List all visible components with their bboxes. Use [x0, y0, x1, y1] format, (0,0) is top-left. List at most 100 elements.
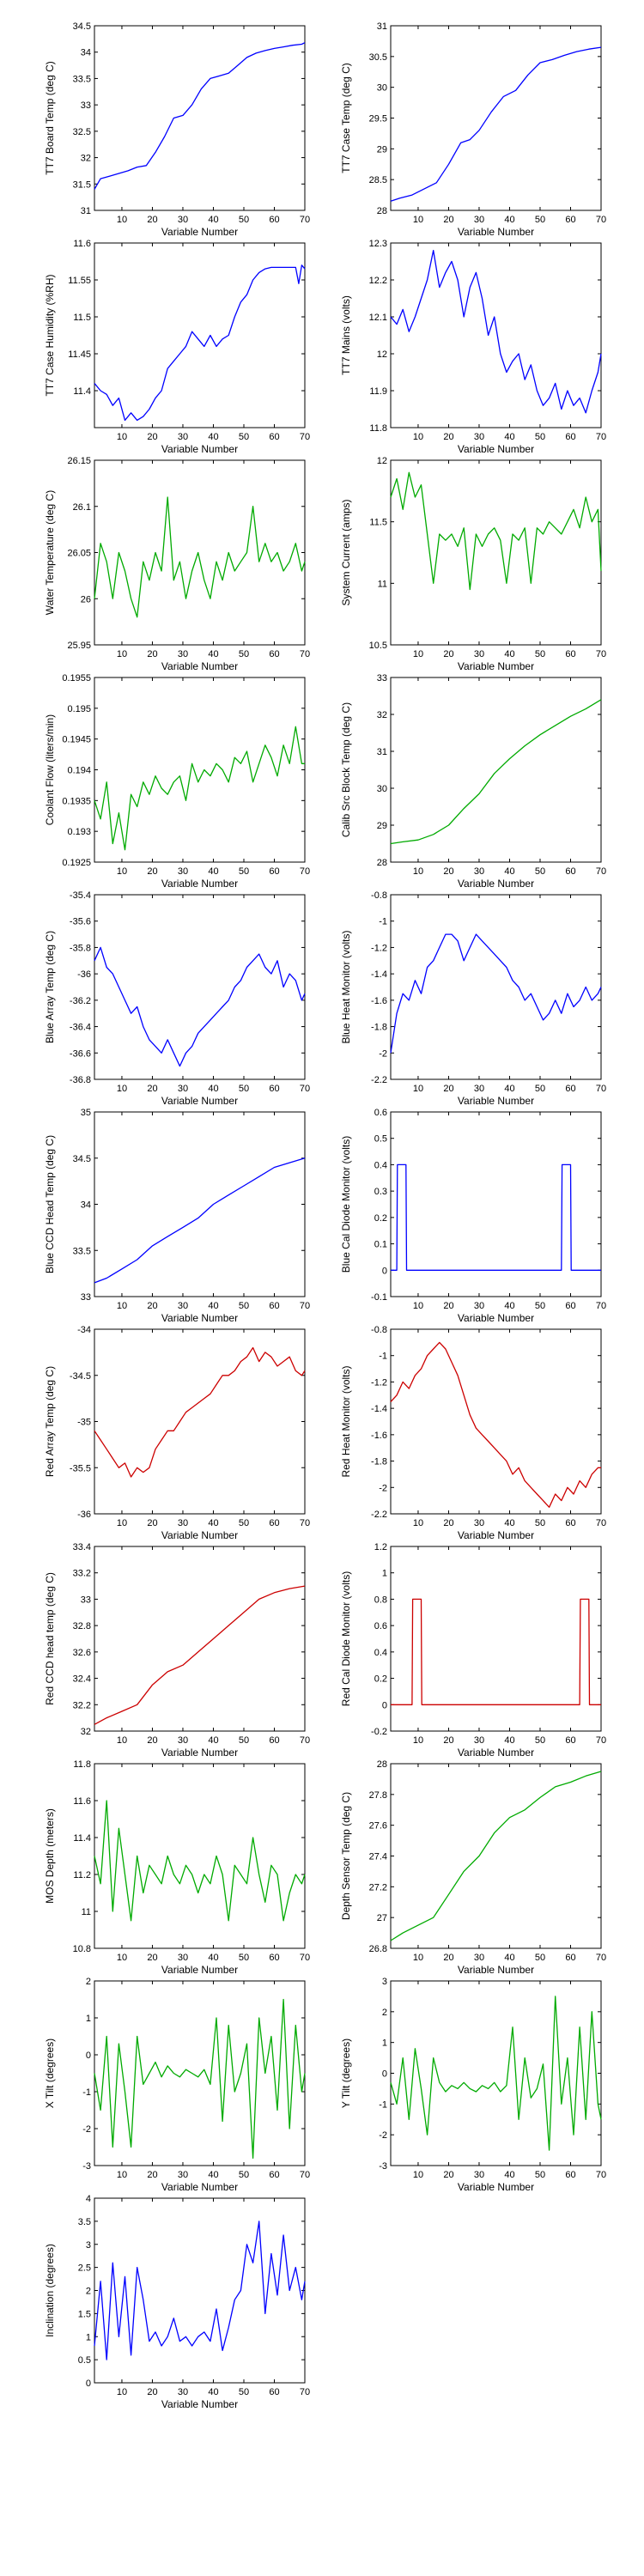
x-tick-label: 20: [147, 649, 157, 659]
x-tick-label: 20: [147, 1084, 157, 1094]
x-tick-label: 10: [413, 1953, 423, 1963]
x-tick-label: 70: [300, 649, 310, 659]
plot-frame: [94, 1328, 306, 1515]
chart-panel: 10 20 30 40 50 60 70 -3 -2 -1 0 1 2 3 Variable Number Y…: [340, 1977, 606, 2193]
x-tick-label: 40: [208, 215, 218, 225]
y-tick-label: 29.5: [369, 114, 387, 125]
x-tick-label: 10: [117, 1735, 127, 1746]
series-line: [391, 1598, 601, 1705]
series-line: [94, 1346, 306, 1478]
x-tick-label: 60: [565, 1735, 575, 1746]
x-tick-label: 30: [474, 1518, 484, 1528]
x-tick-label: 30: [178, 866, 188, 877]
y-axis-label: Red CCD head temp (deg C): [44, 1572, 56, 1705]
y-tick-label: 3: [86, 2240, 91, 2251]
x-tick-label: 50: [239, 432, 249, 442]
y-tick-label: -36: [77, 969, 91, 980]
series-line: [390, 699, 602, 845]
y-tick-label: -36.4: [70, 1023, 91, 1033]
y-tick-label: -36.6: [70, 1048, 91, 1059]
y-axis-label: Blue CCD Head Temp (deg C): [44, 1135, 56, 1273]
y-tick-label: 0.4: [374, 1160, 387, 1170]
x-tick-label: 40: [504, 1953, 514, 1963]
x-tick-label: 20: [443, 1518, 453, 1528]
x-tick-label: 60: [565, 649, 575, 659]
y-tick-label: -2: [82, 2124, 91, 2135]
y-tick-label: -2: [379, 2130, 387, 2141]
y-axis-label: TT7 Mains (volts): [340, 295, 352, 375]
x-tick-label: 50: [239, 866, 249, 877]
x-tick-label: 10: [117, 1301, 127, 1311]
x-tick-label: 50: [535, 1953, 545, 1963]
x-tick-label: 20: [147, 432, 157, 442]
x-tick-label: 50: [239, 1735, 249, 1746]
series-line: [94, 1800, 306, 1922]
x-tick-label: 40: [504, 215, 514, 225]
x-tick-label: 20: [147, 1518, 157, 1528]
x-tick-label: 30: [474, 866, 484, 877]
x-tick-label: 20: [147, 215, 157, 225]
y-tick-label: 12.3: [369, 239, 387, 249]
x-tick-label: 50: [535, 1084, 545, 1094]
x-tick-label: 40: [504, 1084, 514, 1094]
y-tick-label: -2.2: [371, 1510, 387, 1520]
x-tick-label: 50: [535, 2170, 545, 2180]
x-tick-label: 30: [178, 649, 188, 659]
x-tick-label: 70: [300, 2387, 310, 2397]
x-tick-label: 10: [117, 1084, 127, 1094]
x-tick-label: 50: [239, 2387, 249, 2397]
y-tick-label: -1.4: [371, 1404, 387, 1414]
plot-frame: [94, 1763, 306, 1949]
x-tick-label: 50: [239, 1301, 249, 1311]
x-tick-label: 70: [596, 866, 606, 877]
y-tick-label: 3: [382, 1977, 387, 1987]
series-line: [390, 1341, 601, 1508]
y-tick-label: 2: [382, 2008, 387, 2018]
y-tick-label: 27.2: [369, 1882, 387, 1893]
chart-panel: 10 20 30 40 50 60 70 10.5 11 11.5 12 Variable Numbe…: [340, 456, 606, 672]
x-tick-label: 50: [239, 215, 249, 225]
x-axis-label: Variable Number: [161, 443, 238, 455]
x-tick-label: 20: [147, 2387, 157, 2397]
y-tick-label: -1.6: [371, 1431, 387, 1441]
chart-panel: 10 20 30 40 50 60 70 33 33.5 34 34.5 35 Variable Num…: [44, 1108, 310, 1324]
x-tick-label: 30: [178, 1953, 188, 1963]
y-tick-label: 31: [81, 206, 91, 216]
y-tick-label: 11.4: [73, 1833, 91, 1844]
y-axis-label: Red Array Temp (deg C): [44, 1366, 56, 1477]
plot-frame: [390, 1328, 602, 1515]
y-tick-label: 26.15: [67, 456, 91, 466]
y-tick-label: 33: [81, 100, 91, 111]
y-tick-label: 2: [86, 1977, 91, 1987]
x-axis-label: Variable Number: [458, 226, 534, 238]
x-tick-label: 50: [239, 649, 249, 659]
chart-panel: 10 20 30 40 50 60 70 -36 -35.5 -35 -34.5 -34 Variabl…: [44, 1325, 310, 1541]
x-axis-label: Variable Number: [458, 1312, 534, 1324]
chart-panel: 10 20 30 40 50 60 70 -2.2 -2 -1.8 -1.6 -1.4 -1.2 -1 -0…: [340, 1325, 606, 1541]
x-tick-label: 40: [208, 1953, 218, 1963]
x-axis-label: Variable Number: [161, 878, 238, 890]
series-line: [390, 471, 602, 591]
y-axis-label: Blue Heat Monitor (volts): [340, 930, 352, 1043]
y-tick-label: 32.6: [73, 1648, 91, 1658]
x-tick-label: 70: [300, 2170, 310, 2180]
x-tick-label: 30: [178, 432, 188, 442]
x-axis-label: Variable Number: [458, 1747, 534, 1759]
y-tick-label: 4: [86, 2194, 91, 2204]
x-axis-label: Variable Number: [458, 2181, 534, 2193]
x-tick-label: 70: [300, 1953, 310, 1963]
y-tick-label: 0: [86, 2379, 91, 2389]
plot-frame: [94, 242, 306, 428]
x-tick-label: 10: [413, 215, 423, 225]
x-tick-label: 10: [117, 1518, 127, 1528]
y-tick-label: -1.4: [371, 969, 387, 980]
y-axis-label: X Tilt (degrees): [44, 2038, 56, 2108]
chart-panel: 10 20 30 40 50 60 70 31 31.5 32 32.5 33 33.5 34 34.5 Va…: [44, 21, 310, 238]
y-axis-label: Red Heat Monitor (volts): [340, 1365, 352, 1477]
chart-panel: 10 20 30 40 50 60 70 0 0.5 1 1.5 2 2.5 3 3.5 4 Variable …: [44, 2194, 310, 2410]
y-tick-label: -1: [379, 917, 387, 927]
y-tick-label: 1: [382, 1569, 387, 1579]
x-tick-label: 10: [413, 649, 423, 659]
y-tick-label: -34.5: [70, 1371, 91, 1382]
y-tick-label: 0.194: [67, 766, 91, 776]
